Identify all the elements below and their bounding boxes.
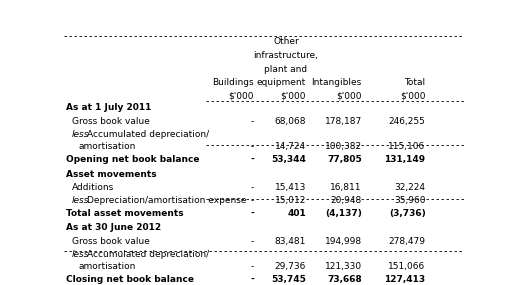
Text: 20,948: 20,948 — [331, 196, 362, 205]
Text: Additions: Additions — [72, 183, 114, 192]
Text: Total asset movements: Total asset movements — [65, 209, 183, 218]
Text: 131,149: 131,149 — [385, 155, 425, 164]
Text: Accumulated depreciation/: Accumulated depreciation/ — [87, 130, 209, 139]
Text: Gross book value: Gross book value — [72, 237, 149, 246]
Text: 15,413: 15,413 — [274, 183, 306, 192]
Text: -: - — [251, 196, 254, 205]
Text: As at 1 July 2011: As at 1 July 2011 — [65, 103, 151, 111]
Text: As at 30 June 2012: As at 30 June 2012 — [65, 223, 161, 232]
Text: Intangibles: Intangibles — [312, 78, 362, 87]
Text: 151,066: 151,066 — [388, 262, 425, 271]
Text: 35,960: 35,960 — [394, 196, 425, 205]
Text: 100,382: 100,382 — [324, 142, 362, 151]
Text: 32,224: 32,224 — [394, 183, 425, 192]
Text: 246,255: 246,255 — [389, 117, 425, 126]
Text: (3,736): (3,736) — [389, 209, 425, 218]
Text: 77,805: 77,805 — [327, 155, 362, 164]
Text: Buildings: Buildings — [212, 78, 254, 87]
Text: 14,724: 14,724 — [274, 142, 306, 151]
Text: 278,479: 278,479 — [389, 237, 425, 246]
Text: amortisation: amortisation — [78, 142, 136, 151]
Text: -: - — [251, 262, 254, 271]
Text: Accumulated depreciation/: Accumulated depreciation/ — [87, 250, 209, 258]
Text: 115,106: 115,106 — [388, 142, 425, 151]
Text: Other: Other — [273, 38, 299, 46]
Text: 194,998: 194,998 — [324, 237, 362, 246]
Text: 53,344: 53,344 — [271, 155, 306, 164]
Text: plant and: plant and — [264, 65, 307, 74]
Text: $'000: $'000 — [229, 92, 254, 101]
Text: Closing net book balance: Closing net book balance — [65, 275, 194, 284]
Text: 53,745: 53,745 — [271, 275, 306, 284]
Text: Gross book value: Gross book value — [72, 117, 149, 126]
Text: $'000: $'000 — [336, 92, 362, 101]
Text: Asset movements: Asset movements — [65, 170, 156, 179]
Text: -: - — [251, 237, 254, 246]
Text: 83,481: 83,481 — [274, 237, 306, 246]
Text: less: less — [72, 196, 89, 205]
Text: 178,187: 178,187 — [324, 117, 362, 126]
Text: -: - — [251, 142, 254, 151]
Text: Total: Total — [404, 78, 425, 87]
Text: 29,736: 29,736 — [274, 262, 306, 271]
Text: 16,811: 16,811 — [330, 183, 362, 192]
Text: 68,068: 68,068 — [274, 117, 306, 126]
Text: infrastructure,: infrastructure, — [253, 51, 318, 60]
Text: -: - — [251, 183, 254, 192]
Text: -: - — [250, 209, 254, 218]
Text: (4,137): (4,137) — [325, 209, 362, 218]
Text: $'000: $'000 — [400, 92, 425, 101]
Text: less: less — [72, 250, 89, 258]
Text: -: - — [251, 117, 254, 126]
Text: Depreciation/amortisation expense: Depreciation/amortisation expense — [87, 196, 246, 205]
Text: 15,012: 15,012 — [274, 196, 306, 205]
Text: 121,330: 121,330 — [324, 262, 362, 271]
Text: $'000: $'000 — [280, 92, 306, 101]
Text: amortisation: amortisation — [78, 262, 136, 271]
Text: 73,668: 73,668 — [327, 275, 362, 284]
Text: 127,413: 127,413 — [385, 275, 425, 284]
Text: Opening net book balance: Opening net book balance — [65, 155, 199, 164]
Text: -: - — [250, 275, 254, 284]
Text: less: less — [72, 130, 89, 139]
Text: equipment: equipment — [256, 78, 306, 87]
Text: 401: 401 — [287, 209, 306, 218]
Text: -: - — [250, 155, 254, 164]
